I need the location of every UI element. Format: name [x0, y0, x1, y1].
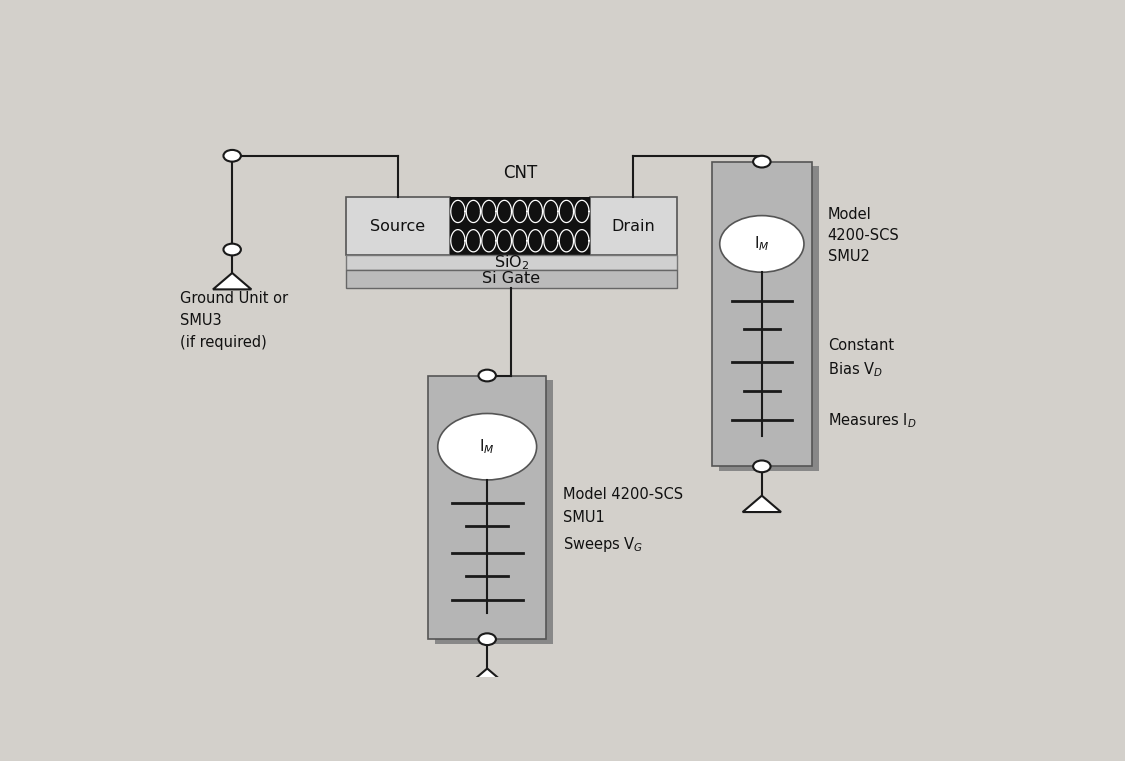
Bar: [345, 256, 677, 270]
Bar: [590, 197, 677, 256]
Text: Source: Source: [370, 218, 425, 234]
Circle shape: [753, 156, 771, 167]
Bar: [719, 167, 819, 471]
Bar: [712, 161, 812, 466]
Circle shape: [478, 633, 496, 645]
Circle shape: [224, 244, 241, 256]
Bar: [345, 270, 677, 288]
Bar: [345, 197, 450, 256]
Bar: [429, 375, 546, 639]
Text: Model
4200-SCS
SMU2: Model 4200-SCS SMU2: [828, 207, 899, 264]
Text: Drain: Drain: [611, 218, 655, 234]
Text: Model 4200-SCS
SMU1
Sweeps V$_G$: Model 4200-SCS SMU1 Sweeps V$_G$: [564, 487, 684, 554]
Text: Si Gate: Si Gate: [483, 272, 540, 286]
Bar: [435, 380, 554, 644]
Text: I$_M$: I$_M$: [479, 438, 495, 456]
Polygon shape: [468, 668, 506, 685]
Text: Measures I$_D$: Measures I$_D$: [828, 412, 916, 430]
Text: Constant
Bias V$_D$: Constant Bias V$_D$: [828, 339, 893, 379]
Bar: [450, 197, 590, 256]
Polygon shape: [742, 495, 781, 512]
Text: Ground Unit or
SMU3
(if required): Ground Unit or SMU3 (if required): [180, 291, 288, 350]
Text: CNT: CNT: [503, 164, 537, 182]
Text: SiO$_2$: SiO$_2$: [494, 253, 529, 272]
Text: I$_M$: I$_M$: [754, 234, 770, 253]
Circle shape: [753, 460, 771, 472]
Circle shape: [224, 150, 241, 161]
Polygon shape: [213, 273, 251, 289]
Circle shape: [720, 215, 804, 272]
Circle shape: [438, 413, 537, 480]
Circle shape: [478, 370, 496, 381]
